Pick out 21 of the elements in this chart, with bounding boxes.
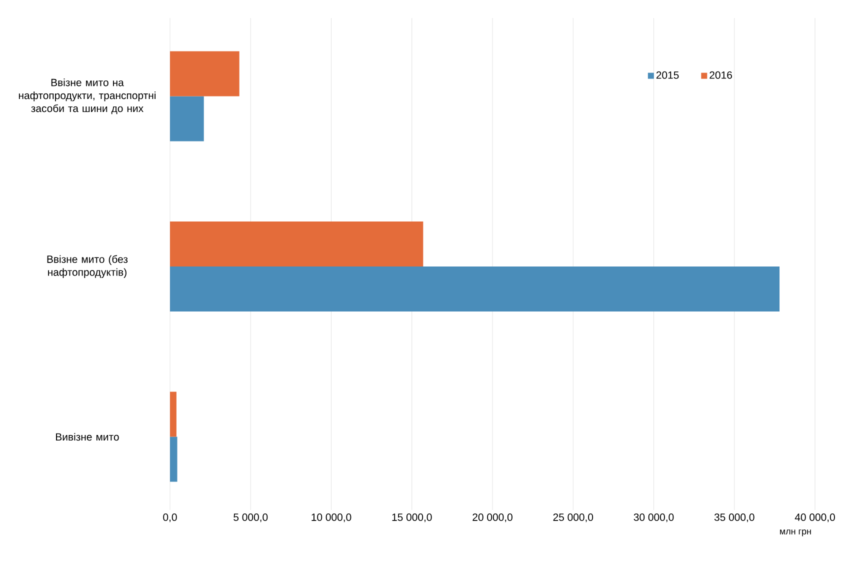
bar	[170, 436, 178, 482]
x-tick-label: 5 000,0	[234, 514, 268, 522]
y-tick-label: Ввізне мито (без нафтопродуктів)	[47, 255, 128, 278]
bar	[170, 96, 204, 142]
x-tick-label: 40 000,0	[794, 514, 835, 522]
bar	[170, 51, 240, 96]
x-tick-label: 35 000,0	[714, 514, 754, 522]
legend-label: 2015	[656, 71, 679, 79]
legend-label: 2016	[710, 71, 732, 79]
y-tick-label: Ввізне мито на нафтопродукти, транспортні засоби та шини до них	[18, 78, 156, 114]
x-tick-label: 20 000,0	[472, 514, 512, 522]
x-tick-label: 15 000,0	[392, 514, 432, 522]
bar	[170, 266, 780, 312]
x-tick-label: 10 000,0	[312, 514, 352, 522]
x-tick-label: 30 000,0	[634, 514, 674, 522]
bar	[170, 392, 176, 437]
x-tick-label: 25 000,0	[553, 514, 594, 522]
y-tick-label: Вивізне мито	[56, 432, 119, 441]
bar	[170, 222, 424, 267]
x-tick-label: 0,0	[163, 514, 177, 522]
x-axis-title: млн грн	[780, 530, 811, 536]
